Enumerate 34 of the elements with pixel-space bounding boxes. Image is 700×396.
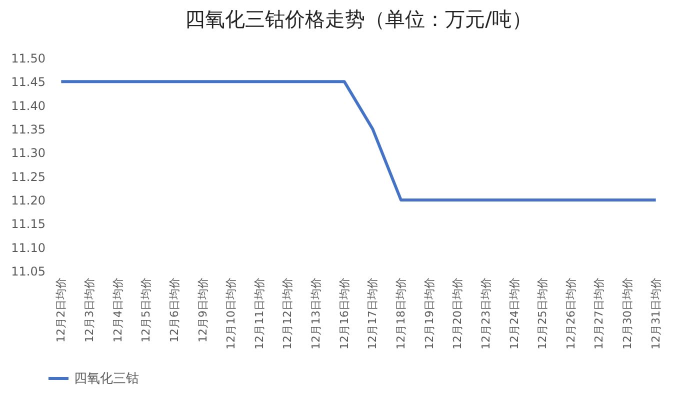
x-tick-label: 12月23日均价 — [479, 278, 492, 350]
y-tick-label: 11.25 — [11, 170, 46, 184]
x-tick-label: 12月13日均价 — [310, 278, 323, 350]
y-tick-label: 11.20 — [11, 194, 46, 208]
y-tick-label: 11.35 — [11, 122, 46, 136]
legend-label: 四氧化三钴 — [74, 372, 139, 386]
x-tick-label: 12月11日均价 — [252, 278, 266, 350]
x-tick-label: 12月4日均价 — [111, 278, 124, 342]
x-tick-label: 12月26日均价 — [564, 278, 578, 350]
x-tick-label: 12月25日均价 — [536, 278, 550, 350]
x-tick-label: 12月3日均价 — [82, 278, 96, 342]
x-tick-label: 12月20日均价 — [451, 278, 464, 350]
x-tick-label: 12月6日均价 — [168, 278, 181, 342]
y-tick-label: 11.50 — [11, 52, 46, 66]
x-tick-label: 12月27日均价 — [592, 278, 606, 350]
x-tick-label: 12月18日均价 — [394, 278, 408, 350]
chart-title: 四氧化三钴价格走势（单位：万元/吨） — [185, 7, 532, 31]
x-tick-label: 12月2日均价 — [54, 278, 68, 342]
x-tick-label: 12月24日均价 — [508, 278, 521, 350]
x-tick-label: 12月9日均价 — [196, 278, 210, 342]
x-tick-label: 12月5日均价 — [140, 278, 153, 342]
y-tick-label: 11.30 — [11, 146, 46, 160]
x-tick-label: 12月17日均价 — [366, 278, 380, 350]
x-tick-label: 12月10日均价 — [224, 278, 238, 350]
y-tick-label: 11.10 — [11, 240, 46, 255]
x-tick-label: 12月19日均价 — [422, 278, 436, 350]
y-tick-label: 11.05 — [11, 264, 46, 278]
y-tick-label: 11.15 — [11, 217, 46, 232]
y-tick-label: 11.45 — [11, 75, 46, 90]
x-tick-label: 12月16日均价 — [338, 278, 351, 350]
y-tick-label: 11.40 — [11, 98, 46, 113]
x-tick-label: 12月30日均价 — [621, 278, 634, 350]
x-tick-label: 12月31日均价 — [649, 278, 662, 350]
x-tick-label: 12月12日均价 — [281, 278, 294, 350]
